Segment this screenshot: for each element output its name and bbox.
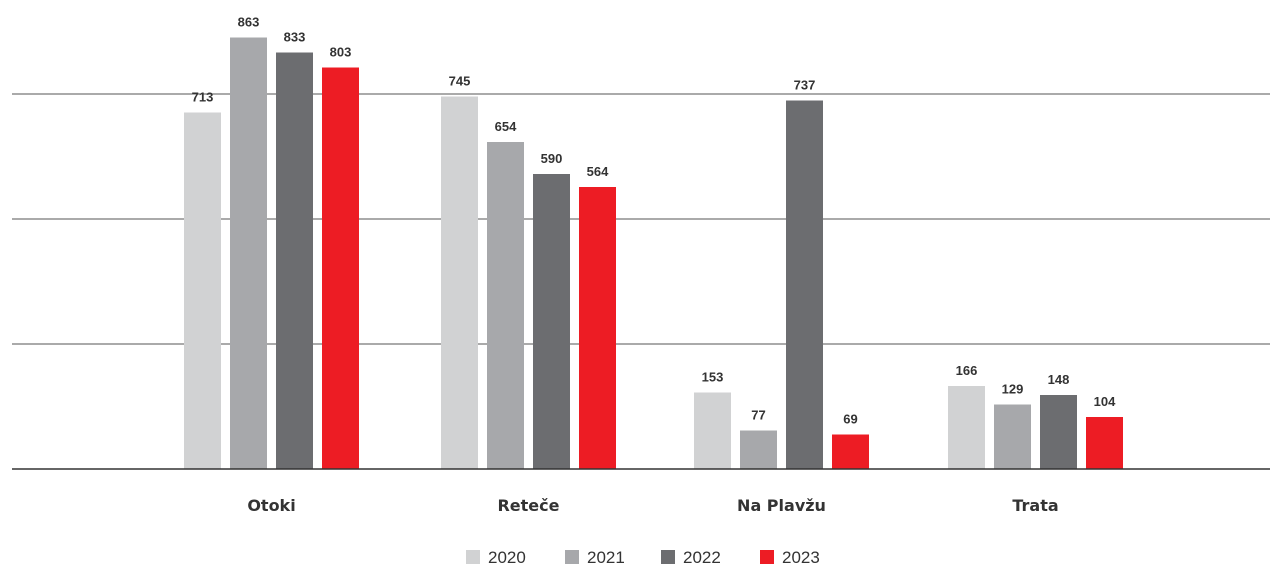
category-label: Trata: [1012, 496, 1058, 515]
bar-2022-2: [786, 100, 823, 469]
bar-2021-0: [230, 37, 267, 469]
legend-label: 2023: [782, 548, 820, 567]
legend-swatch-2022: [661, 550, 675, 564]
value-label: 590: [541, 151, 563, 166]
category-label: Na Plavžu: [737, 496, 826, 515]
value-label: 166: [956, 363, 978, 378]
value-label: 104: [1094, 394, 1116, 409]
bar-2022-0: [276, 52, 313, 469]
value-label: 713: [192, 90, 214, 105]
bar-2022-1: [533, 174, 570, 469]
category-labels: Otoki Reteče Na Plavžu Trata: [247, 496, 1058, 515]
bar-2021-3: [994, 404, 1031, 469]
bar-2020-2: [694, 392, 731, 469]
bar-2023-1: [579, 187, 616, 469]
bar-2023-3: [1086, 417, 1123, 469]
value-label: 153: [702, 370, 724, 385]
bar-2021-1: [487, 142, 524, 469]
value-label: 654: [495, 119, 517, 134]
bar-2020-3: [948, 386, 985, 469]
value-label: 148: [1048, 372, 1070, 387]
legend-label: 2022: [683, 548, 721, 567]
bar-2020-0: [184, 112, 221, 469]
value-label: 803: [330, 45, 352, 60]
bar-2021-2: [740, 430, 777, 469]
bar-2023-2: [832, 434, 869, 469]
legend-swatch-2023: [760, 550, 774, 564]
legend: 2020 2021 2022 2023: [466, 548, 820, 567]
bar-2020-1: [441, 96, 478, 469]
value-label: 77: [751, 408, 765, 423]
value-label: 129: [1002, 382, 1024, 397]
legend-label: 2021: [587, 548, 625, 567]
gridlines: [12, 93, 1270, 345]
legend-label: 2020: [488, 548, 526, 567]
value-labels: 713 863 833 803 745 654 590 564 153 77 737 69 166 129…: [192, 15, 1116, 427]
value-label: 745: [449, 74, 471, 89]
bar-2023-0: [322, 67, 359, 469]
category-label: Otoki: [247, 496, 295, 515]
legend-swatch-2020: [466, 550, 480, 564]
bar-2022-3: [1040, 395, 1077, 469]
category-label: Reteče: [497, 496, 559, 515]
value-label: 863: [238, 15, 260, 30]
value-label: 833: [284, 30, 306, 45]
value-label: 564: [587, 164, 609, 179]
value-label: 737: [794, 78, 816, 93]
bars: [184, 37, 1123, 469]
legend-swatch-2021: [565, 550, 579, 564]
value-label: 69: [843, 412, 857, 427]
